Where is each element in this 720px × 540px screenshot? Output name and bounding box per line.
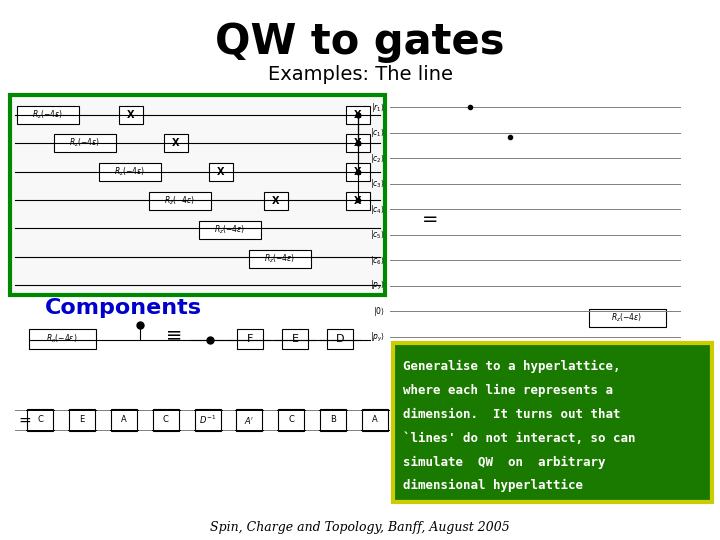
Text: $|0\rangle$: $|0\rangle$ xyxy=(373,305,385,318)
Text: E: E xyxy=(292,334,299,344)
Text: C: C xyxy=(37,415,43,424)
Text: $R_x(-4\epsilon)$: $R_x(-4\epsilon)$ xyxy=(46,333,78,345)
Text: $|c_3\rangle$: $|c_3\rangle$ xyxy=(370,177,385,190)
FancyBboxPatch shape xyxy=(346,192,370,210)
Text: $|p_y\rangle$: $|p_y\rangle$ xyxy=(370,330,385,343)
Text: dimensional hyperlattice: dimensional hyperlattice xyxy=(403,480,583,492)
FancyBboxPatch shape xyxy=(264,192,288,210)
Text: $R_z(-4\epsilon)$: $R_z(-4\epsilon)$ xyxy=(264,253,295,265)
FancyBboxPatch shape xyxy=(69,409,95,431)
FancyBboxPatch shape xyxy=(54,134,116,152)
FancyBboxPatch shape xyxy=(589,309,666,327)
Text: X: X xyxy=(354,110,361,120)
FancyBboxPatch shape xyxy=(282,329,308,349)
Text: where each line represents a: where each line represents a xyxy=(403,384,613,397)
FancyBboxPatch shape xyxy=(236,409,262,431)
Text: QW to gates: QW to gates xyxy=(215,21,505,63)
Text: =: = xyxy=(422,211,438,229)
Text: $\equiv$: $\equiv$ xyxy=(162,326,182,345)
Bar xyxy=(10,95,385,295)
FancyBboxPatch shape xyxy=(393,343,712,502)
Text: $R_z(-4\epsilon)$: $R_z(-4\epsilon)$ xyxy=(215,224,246,237)
FancyBboxPatch shape xyxy=(111,409,137,431)
FancyBboxPatch shape xyxy=(149,192,211,210)
FancyBboxPatch shape xyxy=(209,163,233,181)
Text: $D^{-1}$: $D^{-1}$ xyxy=(199,414,216,426)
FancyBboxPatch shape xyxy=(164,134,188,152)
FancyBboxPatch shape xyxy=(119,106,143,124)
Text: X: X xyxy=(354,196,361,206)
FancyBboxPatch shape xyxy=(327,329,353,349)
FancyBboxPatch shape xyxy=(362,409,388,431)
FancyBboxPatch shape xyxy=(278,409,305,431)
Text: $|c_2\rangle$: $|c_2\rangle$ xyxy=(370,152,385,165)
Text: $|p_y\rangle$: $|p_y\rangle$ xyxy=(370,279,385,293)
FancyBboxPatch shape xyxy=(249,250,311,268)
Text: =: = xyxy=(18,413,31,428)
Text: A: A xyxy=(372,415,378,424)
Text: $A'$: $A'$ xyxy=(244,415,255,426)
Text: Generalise to a hyperlattice,: Generalise to a hyperlattice, xyxy=(403,360,621,373)
FancyBboxPatch shape xyxy=(199,221,261,239)
Text: $R_z(-4\epsilon)$: $R_z(-4\epsilon)$ xyxy=(611,312,642,324)
FancyBboxPatch shape xyxy=(320,409,346,431)
Text: simulate  QW  on  arbitrary: simulate QW on arbitrary xyxy=(403,456,606,469)
Text: dimension.  It turns out that: dimension. It turns out that xyxy=(403,408,621,421)
FancyBboxPatch shape xyxy=(17,106,79,124)
Text: $|c_4\rangle$: $|c_4\rangle$ xyxy=(370,202,385,215)
Text: $|c_6\rangle$: $|c_6\rangle$ xyxy=(370,254,385,267)
Text: Spin, Charge and Topology, Banff, August 2005: Spin, Charge and Topology, Banff, August… xyxy=(210,522,510,535)
Text: $|c_1\rangle$: $|c_1\rangle$ xyxy=(370,126,385,139)
Text: $|c_5\rangle$: $|c_5\rangle$ xyxy=(370,228,385,241)
FancyBboxPatch shape xyxy=(346,134,370,152)
Text: C: C xyxy=(288,415,294,424)
FancyBboxPatch shape xyxy=(346,106,370,124)
Text: X: X xyxy=(127,110,135,120)
FancyBboxPatch shape xyxy=(194,409,220,431)
Text: $R_z(-4\epsilon)$: $R_z(-4\epsilon)$ xyxy=(114,166,145,178)
Text: Components: Components xyxy=(45,298,202,318)
Text: Examples: The line: Examples: The line xyxy=(268,65,452,84)
Text: A: A xyxy=(121,415,127,424)
Text: $R_z(-4\epsilon)$: $R_z(-4\epsilon)$ xyxy=(70,137,101,149)
FancyBboxPatch shape xyxy=(346,163,370,181)
Text: B: B xyxy=(330,415,336,424)
Text: F: F xyxy=(247,334,253,344)
Text: $R_z(-4\epsilon)$: $R_z(-4\epsilon)$ xyxy=(164,195,196,207)
Text: X: X xyxy=(272,196,280,206)
FancyBboxPatch shape xyxy=(153,409,179,431)
Text: D: D xyxy=(336,334,344,344)
Text: E: E xyxy=(79,415,84,424)
FancyBboxPatch shape xyxy=(99,163,161,181)
Text: $R_z(-4\epsilon)$: $R_z(-4\epsilon)$ xyxy=(32,109,63,122)
Text: $|r_1\rangle$: $|r_1\rangle$ xyxy=(372,100,385,113)
FancyBboxPatch shape xyxy=(237,329,263,349)
Text: C: C xyxy=(163,415,168,424)
Text: X: X xyxy=(354,167,361,177)
Text: X: X xyxy=(217,167,225,177)
Text: X: X xyxy=(354,138,361,148)
FancyBboxPatch shape xyxy=(27,409,53,431)
Text: `lines' do not interact, so can: `lines' do not interact, so can xyxy=(403,432,636,445)
FancyBboxPatch shape xyxy=(29,329,96,349)
Text: X: X xyxy=(172,138,180,148)
